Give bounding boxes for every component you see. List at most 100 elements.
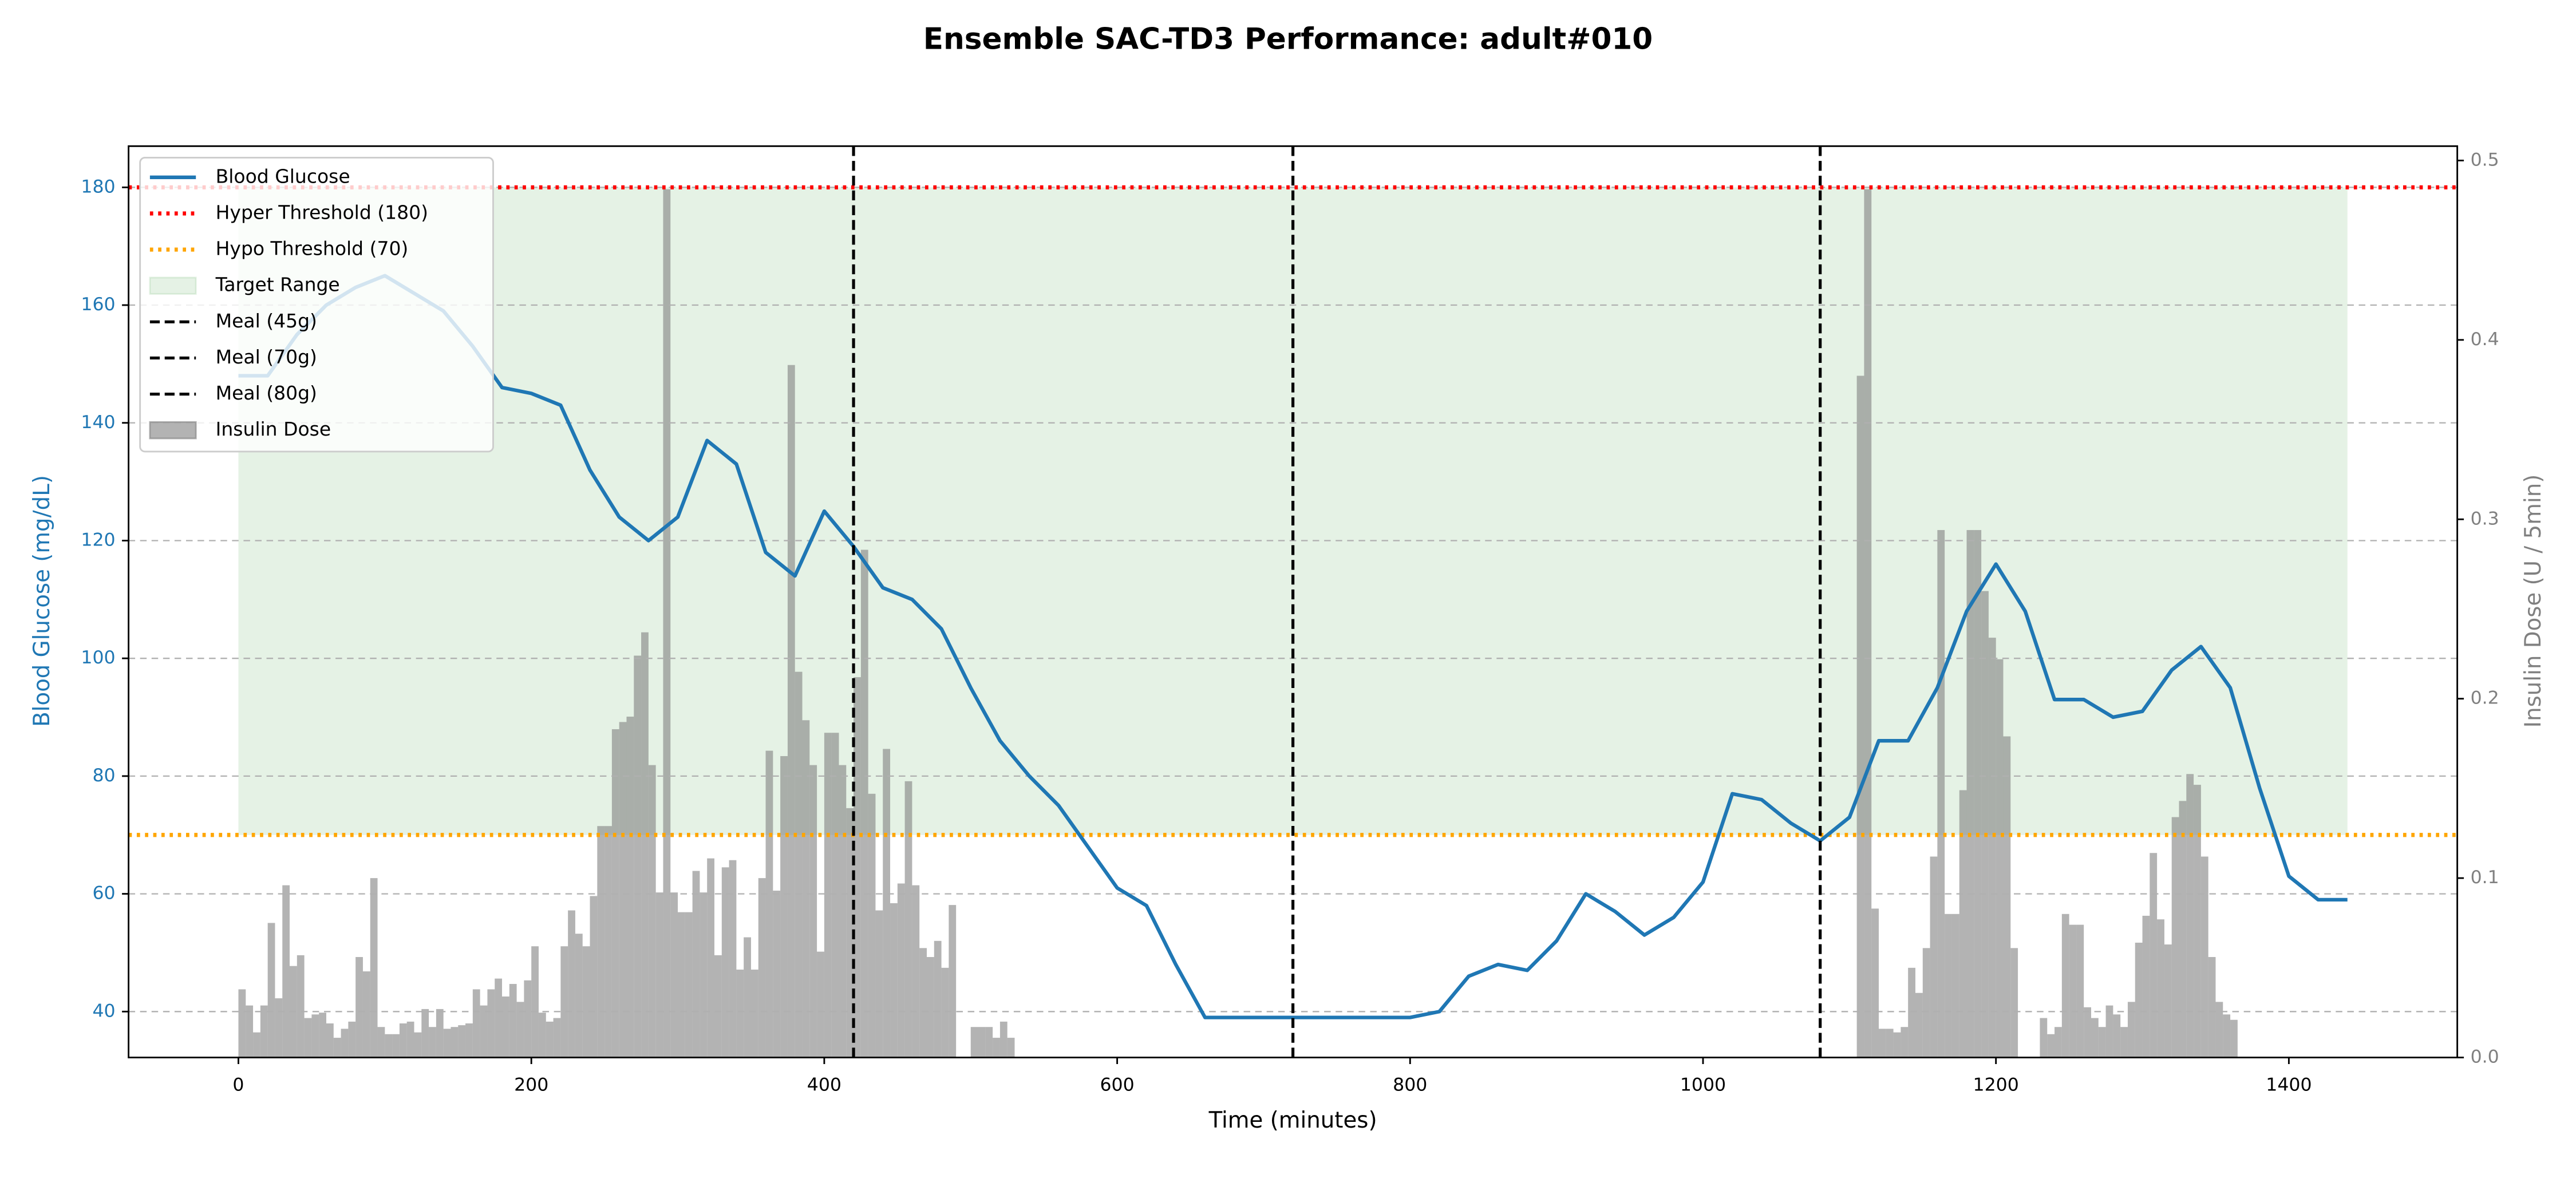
insulin-bar [714,955,722,1058]
insulin-bar [538,1013,546,1058]
legend-label: Insulin Dose [216,418,331,440]
insulin-bar [1879,1029,1886,1058]
insulin-bar [934,940,942,1058]
insulin-bar [978,1027,986,1058]
insulin-bar [1915,993,1923,1058]
insulin-bar [1930,856,1938,1058]
insulin-bar [707,858,714,1058]
insulin-bar [597,826,605,1058]
insulin-bar [370,878,378,1058]
insulin-bar [1922,948,1930,1058]
insulin-bar [253,1032,260,1058]
y-tick-label: 180 [81,176,115,197]
insulin-bar [348,1021,356,1058]
insulin-bar [2105,1005,2113,1058]
insulin-bar [817,951,824,1058]
insulin-bar [355,957,363,1058]
plot-area [128,146,2458,1058]
x-tick-label: 1000 [1680,1074,1726,1095]
insulin-bar [2091,1018,2099,1058]
x-tick-label: 400 [807,1074,841,1095]
insulin-bar [480,1005,488,1058]
y-tick-label: 140 [81,412,115,433]
legend-box [139,156,494,453]
insulin-bar [297,955,305,1058]
insulin-bar [1901,1027,1909,1058]
insulin-bar [282,885,290,1058]
insulin-bar [729,860,737,1058]
insulin-bar [634,655,642,1058]
legend-label: Hyper Threshold (180) [216,201,428,223]
insulin-bar [1996,659,2004,1058]
insulin-bar [1974,530,1982,1058]
insulin-bar [648,765,656,1058]
insulin-bar [2127,1002,2135,1058]
insulin-bar [985,1027,993,1058]
x-tick-label: 200 [514,1074,548,1095]
insulin-bar [1959,790,1967,1058]
insulin-bar [809,765,817,1058]
y-tick-label: 60 [92,883,115,904]
y2-axis-label: Insulin Dose (U / 5min) [2520,475,2546,728]
legend-swatch [149,276,197,295]
x-tick-label: 1400 [2266,1074,2312,1095]
insulin-bar [2157,919,2164,1058]
insulin-bar [941,967,949,1058]
insulin-bar [465,1023,473,1058]
insulin-bar [860,549,868,1058]
insulin-bar [2200,856,2208,1058]
insulin-bar [883,749,891,1058]
insulin-bar [868,793,876,1058]
legend-label: Meal (80g) [216,382,317,404]
insulin-bar [1951,914,1959,1058]
insulin-bar [2164,944,2172,1058]
insulin-bar [458,1025,466,1058]
insulin-bar [787,365,795,1058]
insulin-bar [2171,817,2179,1058]
insulin-bar [362,971,370,1058]
insulin-bar [919,948,927,1058]
insulin-bar [2003,736,2011,1058]
insulin-bar [568,910,575,1058]
insulin-bar [831,733,839,1058]
insulin-bar [875,910,883,1058]
insulin-bar [1937,530,1945,1058]
insulin-bar [341,1029,349,1058]
y-tick-label: 160 [81,294,115,315]
insulin-bar [509,984,517,1058]
insulin-bar [773,891,781,1058]
insulin-bar [2150,853,2158,1058]
y2-tick-label: 0.5 [2471,149,2499,170]
insulin-bar [377,1027,385,1058]
x-tick-label: 600 [1100,1074,1134,1095]
insulin-bar [275,998,283,1058]
insulin-bar [392,1034,400,1058]
insulin-bar [912,885,920,1058]
x-axis-label: Time (minutes) [1208,1108,1377,1133]
legend: Blood Glucose Hyper Threshold (180) Hypo T… [139,156,494,453]
insulin-bar [260,1005,268,1058]
legend-label: Hypo Threshold (70) [216,238,409,260]
insulin-bar [333,1038,341,1058]
insulin-bar [406,1021,414,1058]
y2-tick-label: 0.4 [2471,329,2499,350]
insulin-bar [524,980,532,1058]
insulin-bar [750,969,758,1058]
insulin-bar [758,878,766,1058]
insulin-bar [385,1034,393,1058]
insulin-bar [2047,1034,2055,1058]
insulin-bar [2120,1027,2128,1058]
insulin-bar [1893,1032,1901,1058]
insulin-bar [2076,924,2084,1058]
insulin-bar [897,883,905,1058]
y2-tick-label: 0.3 [2471,508,2499,529]
insulin-bar [904,781,912,1058]
insulin-bar [319,1013,326,1058]
insulin-bar [2223,1014,2231,1058]
insulin-bar [926,957,934,1058]
insulin-bar [1988,638,1996,1058]
insulin-bar [582,946,590,1058]
y2-tick-label: 0.0 [2471,1047,2499,1067]
insulin-bar [641,632,649,1058]
